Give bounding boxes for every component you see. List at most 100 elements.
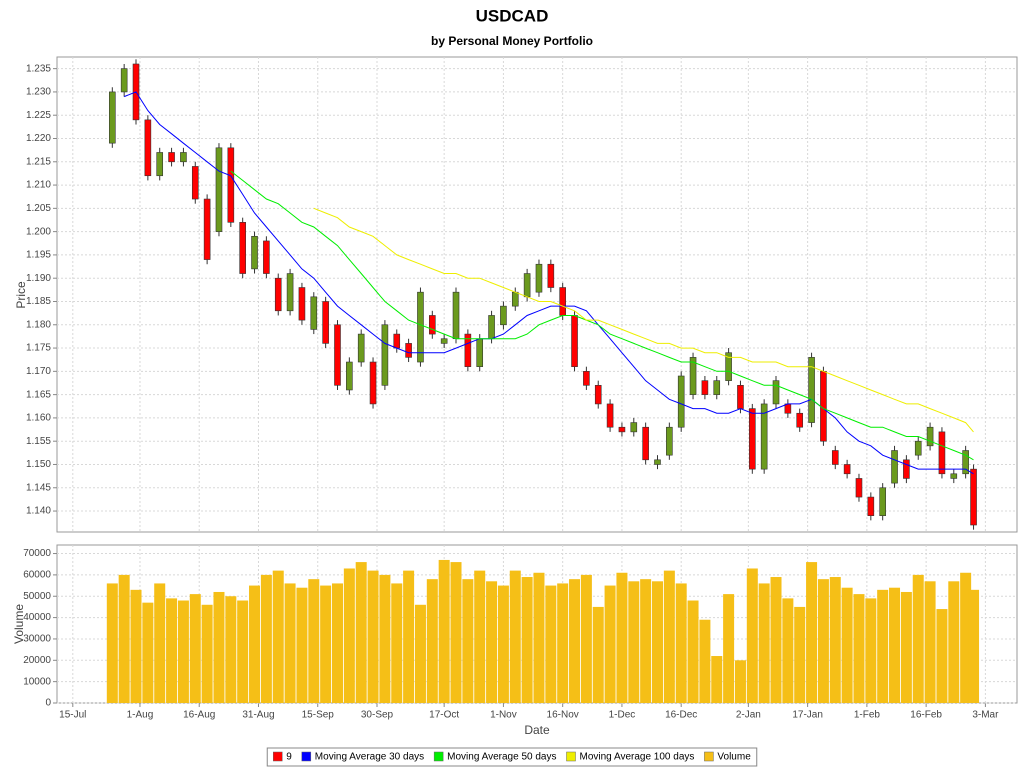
volume-bar (118, 574, 130, 703)
volume-bar (545, 585, 557, 703)
legend: 9 Moving Average 30 days Moving Average 50… (266, 747, 758, 767)
volume-bar (474, 570, 486, 703)
candle-body (464, 333, 472, 367)
volume-bar (912, 574, 924, 703)
volume-bar (699, 619, 711, 703)
volume-bar (723, 594, 735, 703)
moving-average-line (313, 207, 974, 433)
y-tick-label: 1.235 (26, 63, 51, 74)
volume-bar (213, 591, 225, 703)
x-tick-label: 1-Dec (609, 710, 636, 721)
candle-body (831, 450, 839, 465)
volume-bar (829, 577, 841, 703)
legend-label: Volume (717, 752, 751, 763)
candle-body (203, 198, 211, 260)
volume-bar (782, 598, 794, 703)
volume-bar (900, 591, 912, 703)
volume-bar (438, 559, 450, 703)
candle-body (500, 305, 507, 326)
volume-bar (628, 581, 640, 703)
y-tick-label: 1.190 (26, 273, 51, 284)
volume-bar (450, 562, 462, 703)
y-tick-label: 30000 (23, 634, 51, 645)
volume-bar (403, 570, 415, 703)
volume-bar (569, 579, 581, 703)
y-tick-label: 60000 (23, 570, 51, 581)
volume-bar (355, 562, 367, 703)
volume-bar (308, 579, 320, 703)
candle-body (452, 291, 460, 340)
candle-body (488, 315, 495, 340)
candle-body (156, 152, 164, 177)
volume-bar (391, 583, 403, 703)
legend-label: Moving Average 50 days (447, 752, 556, 763)
x-tick-label: 15-Sep (302, 710, 335, 721)
volume-bar (497, 585, 509, 703)
volume-bar (968, 589, 980, 703)
candle-body (168, 152, 175, 163)
chart-title: USDCAD (476, 6, 549, 25)
candle-body (571, 315, 578, 367)
candle-body (215, 147, 223, 232)
candle-body (429, 315, 436, 335)
volume-bar (521, 577, 533, 703)
candle-body (891, 450, 898, 484)
candle-body (926, 426, 934, 447)
y-tick-label: 1.205 (26, 203, 51, 214)
volume-bar (106, 583, 118, 703)
candle-body (405, 343, 412, 358)
candle-body (796, 412, 804, 428)
y-tick-label: 1.195 (26, 250, 51, 261)
y-tick-label: 1.225 (26, 110, 51, 121)
y-tick-label: 20000 (23, 655, 51, 666)
candle-body (440, 338, 448, 344)
candle-body (559, 287, 566, 316)
volume-bar (640, 579, 652, 703)
legend-swatch (566, 751, 576, 762)
volume-bar (711, 656, 723, 703)
candle-body (666, 426, 673, 456)
candle-body (180, 152, 187, 163)
candle-body (346, 361, 353, 391)
volume-bar (853, 594, 865, 703)
volume-bar (616, 572, 628, 703)
volume-bar (758, 583, 770, 703)
volume-bar (557, 583, 569, 703)
x-tick-label: 31-Aug (242, 710, 274, 721)
volume-bar (877, 589, 889, 703)
volume-bar (367, 570, 379, 703)
volume-bar (379, 574, 391, 703)
legend-label: Moving Average 100 days (579, 752, 694, 763)
candle-body (547, 263, 555, 288)
x-tick-label: 1-Aug (127, 710, 154, 721)
candle-body (618, 426, 626, 433)
x-axis-label: Date (524, 723, 550, 737)
volume-bar (806, 562, 818, 703)
candle-body (298, 287, 306, 321)
y-tick-label: 1.215 (26, 156, 51, 167)
y-tick-label: 1.220 (26, 133, 51, 144)
y-tick-label: 1.170 (26, 366, 51, 377)
candle-body (191, 166, 199, 200)
x-tick-label: 17-Oct (429, 710, 459, 721)
x-tick-label: 2-Jan (736, 710, 761, 721)
candle-body (654, 459, 661, 465)
y-tick-label: 1.200 (26, 226, 51, 237)
legend-label: 9 (286, 752, 292, 763)
candle-body (227, 147, 235, 223)
y-tick-label: 1.140 (26, 506, 51, 517)
price-plot-area (56, 56, 1018, 533)
y-tick-label: 40000 (23, 612, 51, 623)
volume-bar (889, 587, 901, 703)
volume-bar (462, 579, 474, 703)
candle-body (120, 68, 128, 93)
volume-bar (746, 568, 758, 703)
candle-body (263, 240, 270, 274)
x-tick-label: 15-Jul (59, 710, 86, 721)
candle-body (523, 273, 531, 298)
volume-bar (533, 572, 545, 703)
volume-bar (663, 570, 675, 703)
y-tick-label: 1.185 (26, 296, 51, 307)
volume-bar (604, 585, 616, 703)
candle-body (737, 385, 744, 409)
